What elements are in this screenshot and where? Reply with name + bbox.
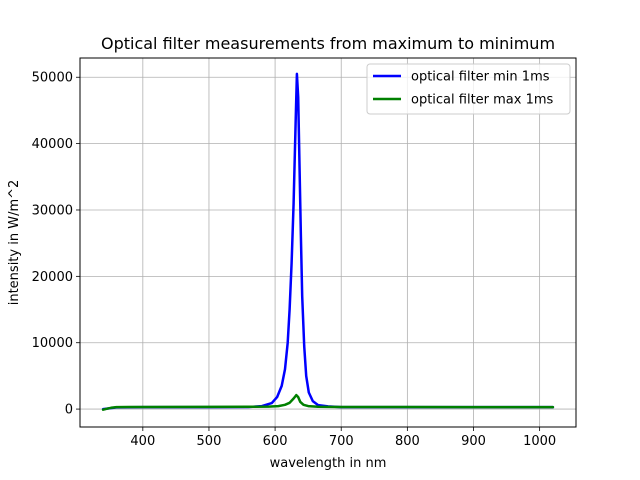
x-tick-label: 1000 (523, 434, 556, 449)
x-tick-label: 600 (263, 434, 288, 449)
legend: optical filter min 1ms optical filter max… (366, 63, 571, 115)
x-tick-label: 700 (329, 434, 354, 449)
x-tick-label: 500 (197, 434, 222, 449)
series-line-2 (101, 393, 555, 411)
chart-title: Optical filter measurements from maximum… (101, 34, 555, 53)
series-lines (101, 72, 555, 411)
y-tick-label: 30000 (32, 203, 73, 218)
y-tick-label: 0 (65, 403, 73, 418)
grid-lines (80, 58, 576, 427)
x-tick-label: 800 (395, 434, 420, 449)
y-tick-label: 50000 (32, 71, 73, 86)
y-tick-label: 10000 (32, 336, 73, 351)
y-axis-label: intensity in W/m^2 (7, 180, 22, 306)
y-tick-label: 20000 (32, 270, 73, 285)
x-axis-label: wavelength in nm (270, 456, 387, 471)
axis-ticks: 400 500 600 700 800 900 1000010000200003000040… (32, 71, 557, 449)
x-tick-label: 900 (461, 434, 486, 449)
legend-box (366, 63, 571, 115)
plot-area-frame (79, 57, 577, 428)
legend-label-2: optical filter max 1ms (411, 93, 554, 108)
legend-label-1: optical filter min 1ms (411, 70, 550, 85)
y-tick-label: 40000 (32, 137, 73, 152)
x-tick-label: 400 (130, 434, 155, 449)
